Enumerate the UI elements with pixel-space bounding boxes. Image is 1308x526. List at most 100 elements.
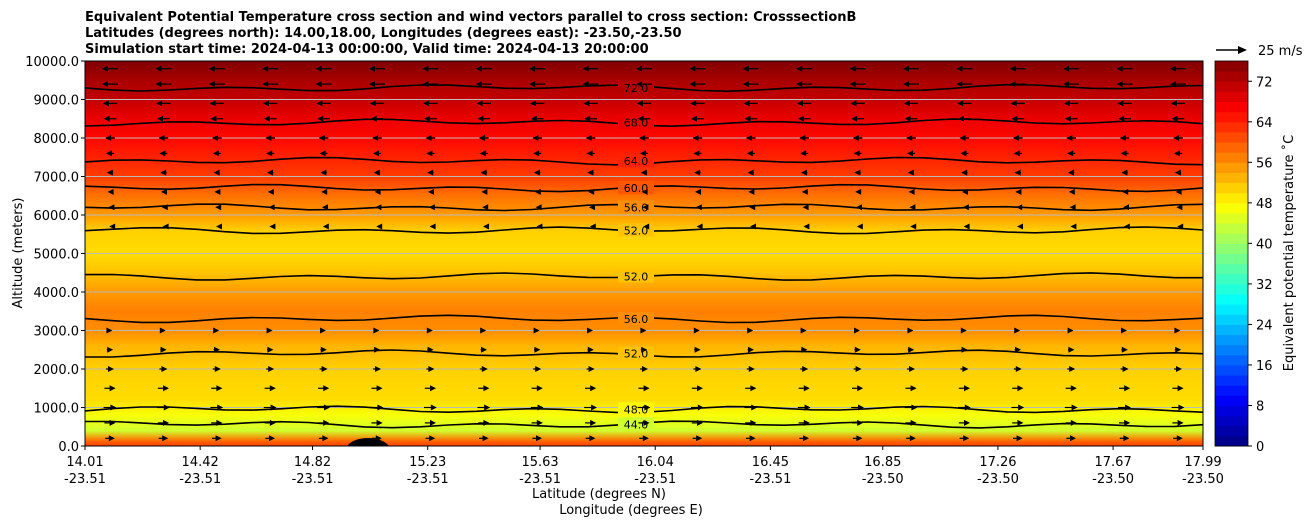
- x-tick-label-lon-6: -23.51: [749, 472, 791, 487]
- wind-vector-head: [1068, 346, 1075, 353]
- wind-vector-head: [907, 327, 914, 334]
- wind-vector-head: [475, 81, 482, 88]
- wind-vector-head: [323, 385, 330, 392]
- colorbar-segment: [1215, 263, 1248, 275]
- wind-vector-head: [162, 223, 169, 230]
- wind-vector-head: [796, 81, 803, 88]
- wind-vector-head: [961, 346, 968, 353]
- wind-vector-head: [476, 100, 483, 107]
- wind-vector-head: [480, 169, 487, 176]
- x-tick-label-lon-2: -23.51: [292, 472, 334, 487]
- wind-vector-head: [425, 135, 432, 141]
- wind-vector-head: [850, 100, 857, 107]
- wind-vector-head: [903, 65, 909, 72]
- wind-vector-head: [743, 100, 750, 107]
- x-tick-label-lon-1: -23.51: [179, 472, 221, 487]
- wind-vector-head: [963, 223, 970, 230]
- wind-vector-head: [1177, 385, 1184, 392]
- wind-vector-head: [108, 204, 115, 211]
- wind-vector-head: [696, 435, 703, 442]
- wind-vector-head: [800, 327, 807, 334]
- wind-vector-head: [107, 346, 114, 353]
- wind-vector-head: [910, 223, 917, 230]
- x-tick-label-lat-3: 15.23: [409, 455, 446, 470]
- wind-vector-head: [803, 385, 810, 392]
- wind-vector-head: [535, 366, 542, 372]
- wind-vector-head: [802, 366, 809, 372]
- wind-vector-head: [909, 366, 915, 372]
- wind-vector-head: [161, 204, 168, 211]
- colorbar-frame: [1214, 60, 1249, 447]
- wind-vector-head: [1125, 404, 1131, 411]
- colorbar-segment: [1215, 111, 1248, 123]
- wind-vector-head: [262, 81, 269, 88]
- wind-vector-head: [1064, 100, 1070, 107]
- wind-vector-head: [315, 81, 322, 88]
- wind-vector-head: [697, 385, 703, 392]
- wind-vector-head: [208, 65, 215, 72]
- wind-vector-head: [214, 188, 221, 195]
- wind-vector-head: [797, 100, 803, 107]
- wind-vector-head: [587, 327, 593, 334]
- x-tick-label-lat-8: 17.26: [979, 455, 1016, 470]
- wind-vector-head: [1070, 435, 1076, 442]
- wind-vector-head: [1175, 188, 1182, 195]
- wind-vector-head: [1122, 366, 1129, 372]
- wind-vector-head: [213, 169, 220, 176]
- wind-vector-head: [636, 81, 642, 88]
- wind-vector-head: [429, 435, 436, 442]
- colorbar-tick-label-8: 64: [1256, 116, 1273, 131]
- wind-vector-head: [208, 81, 215, 88]
- colorbar-tick-label-6: 48: [1256, 197, 1273, 212]
- wind-vector-head: [960, 150, 967, 157]
- contour-label-0: 72.0: [624, 82, 649, 95]
- wind-vector-head: [269, 435, 275, 442]
- wind-vector-head: [370, 115, 377, 122]
- wind-vector-head: [746, 150, 753, 157]
- colorbar-segment: [1215, 142, 1248, 153]
- wind-vector-head: [536, 223, 543, 230]
- wind-vector-head: [530, 115, 537, 122]
- wind-vector-head: [856, 435, 863, 442]
- wind-vector-head: [1066, 135, 1073, 141]
- wind-vector-head: [427, 346, 434, 353]
- wind-vector-head: [1013, 150, 1020, 157]
- y-tick-label-10: 10000.0: [25, 55, 79, 70]
- wind-vector-head: [749, 204, 756, 211]
- contour-label-6: 52.0: [624, 271, 649, 284]
- wind-vector-head: [103, 115, 110, 122]
- wind-vector-head: [268, 204, 275, 211]
- wind-vector-head: [430, 419, 436, 426]
- colorbar-tick-label-4: 32: [1256, 278, 1273, 293]
- wind-vector-head: [903, 81, 909, 88]
- wind-vector-head: [315, 65, 322, 72]
- wind-vector-head: [212, 150, 219, 157]
- wind-vector-head: [642, 204, 649, 211]
- x-tick-label-lon-8: -23.50: [977, 472, 1019, 487]
- colorbar-segment: [1215, 294, 1248, 305]
- colorbar-segment: [1215, 202, 1248, 214]
- wind-vector-head: [961, 169, 968, 176]
- contour-label-bg-4: [618, 200, 654, 214]
- wind-vector-head: [797, 115, 804, 122]
- wind-vector-head: [1064, 115, 1071, 122]
- wind-vector-head: [1175, 346, 1182, 353]
- wind-vector-head: [374, 188, 381, 195]
- wind-vector-head: [1173, 135, 1180, 141]
- wind-vector-head: [373, 169, 380, 176]
- colorbar-segment: [1215, 395, 1248, 406]
- colorbar-tick-label-2: 16: [1256, 359, 1273, 374]
- wind-vector-head: [163, 419, 169, 426]
- wind-vector-head: [694, 346, 701, 353]
- wind-vector-head: [801, 169, 807, 176]
- wind-vector-head: [374, 346, 381, 353]
- wind-vector-head: [849, 81, 856, 88]
- chart-title-line-2: Latitudes (degrees north): 14.00,18.00, …: [85, 26, 682, 41]
- colorbar-tick-label-0: 0: [1256, 440, 1264, 455]
- wind-vector-head: [1069, 204, 1076, 211]
- wind-vector-head: [483, 385, 490, 392]
- wind-vector-head: [586, 150, 593, 157]
- wind-vector-head: [376, 223, 383, 230]
- wind-vector-head: [267, 346, 274, 353]
- wind-vector-head: [800, 150, 807, 157]
